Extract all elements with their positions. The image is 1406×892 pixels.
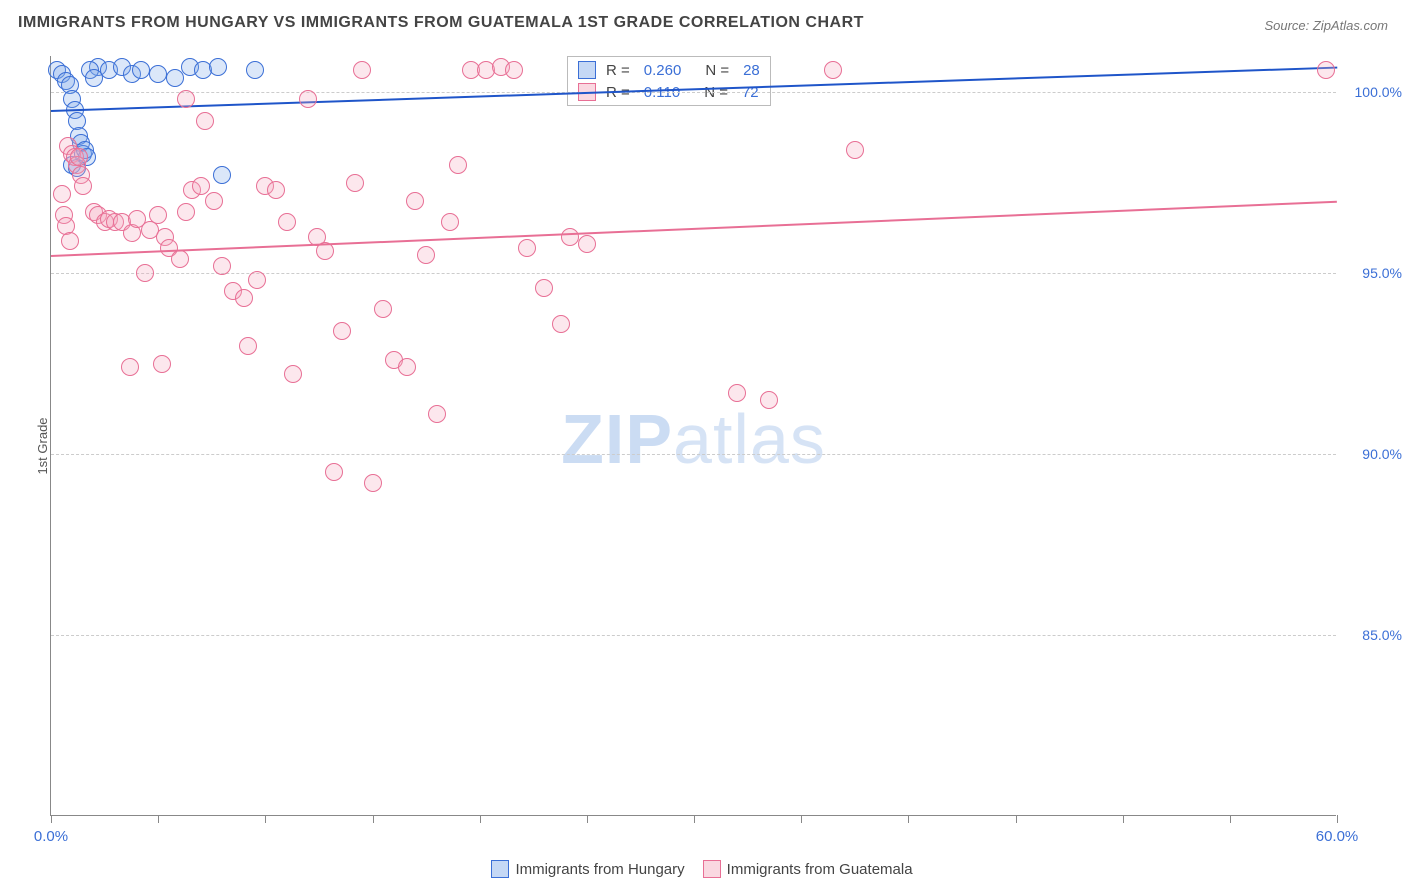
n-value: 28 (743, 62, 760, 79)
point-guatemala (248, 271, 266, 289)
point-guatemala (278, 213, 296, 231)
point-guatemala (177, 203, 195, 221)
legend-swatch-hungary (491, 860, 509, 878)
point-guatemala (441, 213, 459, 231)
point-hungary (246, 61, 264, 79)
point-guatemala (171, 250, 189, 268)
point-guatemala (364, 474, 382, 492)
point-guatemala (535, 279, 553, 297)
point-guatemala (121, 358, 139, 376)
y-tick-label: 95.0% (1342, 265, 1402, 281)
point-guatemala (374, 300, 392, 318)
point-guatemala (149, 206, 167, 224)
point-guatemala (353, 61, 371, 79)
point-guatemala (267, 181, 285, 199)
point-guatemala (398, 358, 416, 376)
x-tick (373, 815, 374, 823)
x-tick (480, 815, 481, 823)
point-guatemala (824, 61, 842, 79)
n-label: N = (705, 62, 729, 79)
point-guatemala (205, 192, 223, 210)
point-guatemala (728, 384, 746, 402)
x-tick (587, 815, 588, 823)
r-label: R = (606, 62, 630, 79)
point-guatemala (449, 156, 467, 174)
point-guatemala (239, 337, 257, 355)
point-hungary (209, 58, 227, 76)
point-guatemala (846, 141, 864, 159)
point-hungary (132, 61, 150, 79)
point-hungary (85, 69, 103, 87)
point-guatemala (136, 264, 154, 282)
point-guatemala (505, 61, 523, 79)
point-guatemala (333, 322, 351, 340)
y-axis-label: 1st Grade (35, 417, 50, 474)
point-guatemala (284, 365, 302, 383)
stats-row-hungary: R = 0.260 N = 28 (568, 59, 770, 81)
plot-area: ZIPatlas R =0.260N =28R =0.110N =72 85.0… (50, 56, 1336, 816)
legend-swatch-guatemala (703, 860, 721, 878)
point-guatemala (1317, 61, 1335, 79)
gridline-h (51, 454, 1336, 455)
chart-container: IMMIGRANTS FROM HUNGARY VS IMMIGRANTS FR… (0, 0, 1406, 892)
point-guatemala (153, 355, 171, 373)
point-guatemala (518, 239, 536, 257)
point-guatemala (235, 289, 253, 307)
point-guatemala (213, 257, 231, 275)
point-guatemala (406, 192, 424, 210)
x-tick (1123, 815, 1124, 823)
y-tick-label: 90.0% (1342, 446, 1402, 462)
point-guatemala (61, 232, 79, 250)
x-tick-label: 60.0% (1316, 828, 1359, 845)
point-hungary (149, 65, 167, 83)
point-guatemala (561, 228, 579, 246)
point-guatemala (417, 246, 435, 264)
point-guatemala (192, 177, 210, 195)
point-hungary (213, 166, 231, 184)
x-tick (1016, 815, 1017, 823)
r-value: 0.260 (644, 62, 682, 79)
gridline-h (51, 635, 1336, 636)
trendline-guatemala (51, 201, 1337, 257)
y-tick-label: 85.0% (1342, 627, 1402, 643)
gridline-h (51, 273, 1336, 274)
x-tick (51, 815, 52, 823)
swatch-hungary (578, 61, 596, 79)
watermark: ZIPatlas (561, 399, 826, 479)
x-tick (1337, 815, 1338, 823)
point-guatemala (196, 112, 214, 130)
stats-legend: R =0.260N =28R =0.110N =72 (567, 56, 771, 106)
watermark-part2: atlas (673, 400, 826, 478)
point-guatemala (428, 405, 446, 423)
gridline-h (51, 92, 1336, 93)
legend-label-guatemala: Immigrants from Guatemala (727, 861, 913, 878)
x-tick (801, 815, 802, 823)
watermark-part1: ZIP (561, 400, 673, 478)
point-guatemala (346, 174, 364, 192)
x-tick-label: 0.0% (34, 828, 68, 845)
point-guatemala (177, 90, 195, 108)
x-tick (1230, 815, 1231, 823)
point-guatemala (760, 391, 778, 409)
x-tick (158, 815, 159, 823)
point-guatemala (299, 90, 317, 108)
chart-title: IMMIGRANTS FROM HUNGARY VS IMMIGRANTS FR… (18, 14, 864, 32)
point-guatemala (53, 185, 71, 203)
point-guatemala (552, 315, 570, 333)
y-tick-label: 100.0% (1342, 84, 1402, 100)
x-tick (908, 815, 909, 823)
source-label: Source: ZipAtlas.com (1264, 18, 1388, 33)
point-guatemala (325, 463, 343, 481)
x-tick (265, 815, 266, 823)
point-guatemala (578, 235, 596, 253)
legend-label-hungary: Immigrants from Hungary (515, 861, 684, 878)
x-tick (694, 815, 695, 823)
series-legend: Immigrants from Hungary Immigrants from G… (50, 860, 1336, 878)
point-guatemala (74, 177, 92, 195)
point-guatemala (70, 148, 88, 166)
